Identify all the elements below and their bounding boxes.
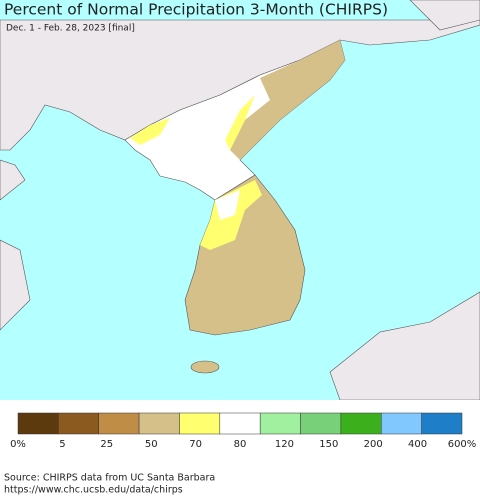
title: Percent of Normal Precipitation 3-Month … — [4, 1, 388, 19]
legend-swatch — [98, 412, 140, 435]
source: Source: CHIRPS data from UC Santa Barbar… — [4, 473, 215, 484]
legend-swatch — [58, 412, 99, 435]
legend-swatch — [17, 412, 59, 435]
legend-swatch — [340, 412, 382, 435]
legend-label: 400 — [408, 439, 427, 450]
legend-label: 200 — [364, 439, 383, 450]
legend-swatch — [179, 412, 221, 435]
legend-label: 80 — [234, 439, 247, 450]
legend-label: 5 — [59, 439, 65, 450]
legend-label: 150 — [319, 439, 338, 450]
legend-label: 70 — [189, 439, 202, 450]
legend-swatch — [219, 412, 261, 435]
legend-label: 50 — [145, 439, 158, 450]
source-url: https://www.chc.ucsb.edu/data/chirps — [4, 485, 183, 496]
legend: 0% 5 25 50 70 80 120 150 200 400 600% — [10, 412, 477, 450]
legend-swatch — [421, 412, 463, 435]
legend-label: 25 — [100, 439, 113, 450]
legend-label: 0% — [10, 439, 26, 450]
jeju — [190, 360, 220, 374]
nk-yellow — [225, 95, 255, 150]
legend-label: 600% — [448, 439, 477, 450]
legend-swatch — [138, 412, 180, 435]
subtitle: Dec. 1 - Feb. 28, 2023 [final] — [6, 24, 135, 34]
legend-swatch — [300, 412, 342, 435]
china-coast — [0, 239, 31, 331]
legend-label: 120 — [275, 439, 294, 450]
legend-swatch — [259, 412, 301, 435]
nk-yellow — [130, 118, 170, 145]
shandong — [0, 159, 26, 201]
legend-swatch — [381, 412, 422, 435]
sk-white — [215, 190, 240, 220]
russia — [409, 0, 480, 31]
nk-tan — [230, 40, 345, 160]
